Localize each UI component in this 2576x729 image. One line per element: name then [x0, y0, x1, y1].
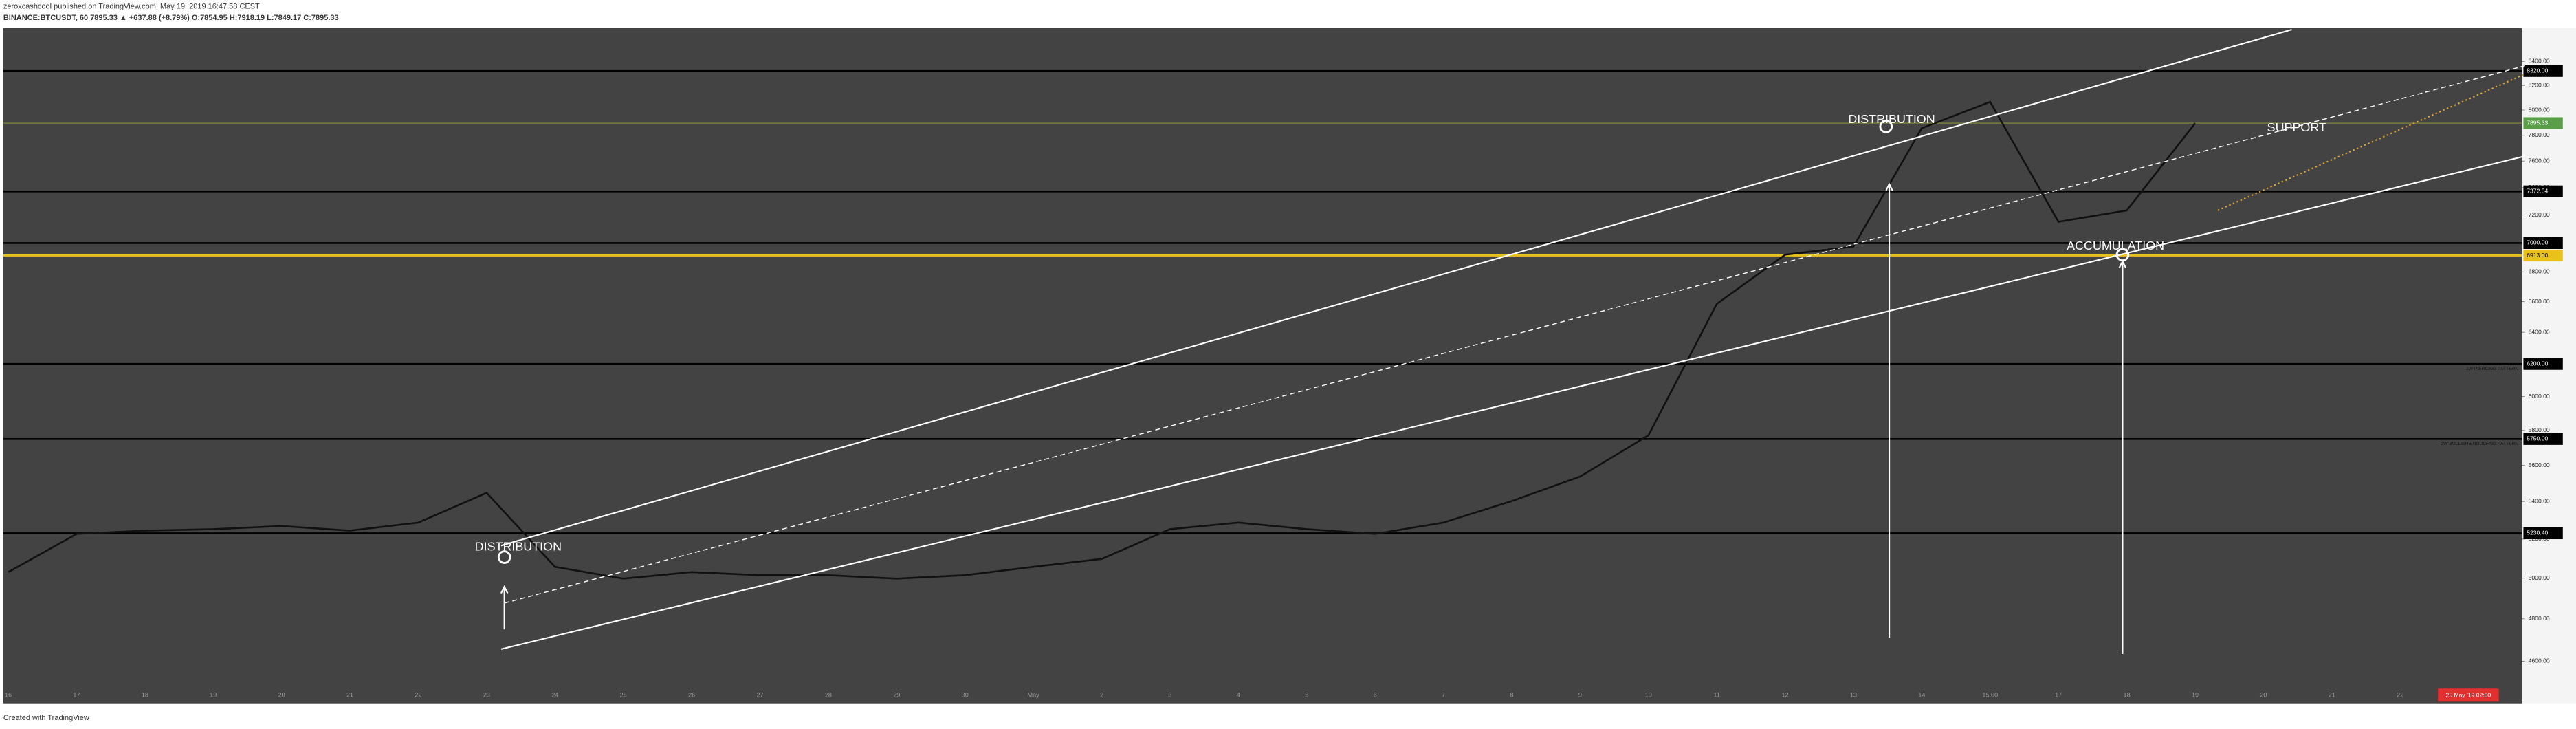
x-tick-label: 11 — [1713, 692, 1719, 699]
x-tick-label: 24 — [551, 692, 558, 699]
x-tick-label: 15:00 — [1982, 692, 1998, 699]
symbol-line: BINANCE:BTCUSDT, 60 7895.33 ▲ +637.88 (+… — [3, 14, 339, 22]
trend-dotted — [2217, 73, 2526, 211]
x-tick-label: 19 — [210, 692, 217, 699]
x-tick-label: 22 — [2397, 692, 2403, 699]
y-tick-label: 6400.00 — [2529, 328, 2550, 335]
annotation: ACCUMULATION — [2067, 239, 2164, 252]
x-tick-label: 19 — [2192, 692, 2199, 699]
x-tick-label: 21 — [346, 692, 353, 699]
channel-lower — [500, 155, 2526, 650]
price-line — [8, 100, 2197, 580]
price-box — [2523, 65, 2563, 77]
x-tick-label: 7 — [1442, 692, 1445, 699]
x-tick-label: 16 — [5, 692, 12, 699]
y-tick-label: 5800.00 — [2529, 426, 2550, 433]
x-tick-label: 10 — [1645, 692, 1652, 699]
y-tick-label: 4600.00 — [2529, 657, 2550, 664]
price-box-label: 7000.00 — [2527, 239, 2548, 246]
marker-circle — [2115, 248, 2130, 262]
author-line: zeroxcashcool published on TradingView.c… — [3, 2, 260, 10]
marker-circle — [1879, 120, 1893, 133]
price-box-label: 7895.33 — [2527, 119, 2548, 126]
plot-area — [3, 28, 2522, 704]
x-tick-label: 27 — [756, 692, 763, 699]
price-box-label: 6200.00 — [2527, 360, 2548, 367]
x-tick-label: 29 — [893, 692, 900, 699]
x-tick-label: 20 — [278, 692, 285, 699]
price-box-label: 6913.00 — [2527, 252, 2548, 259]
x-tick-label: 9 — [1578, 692, 1582, 699]
y-tick-label: 8000.00 — [2529, 106, 2550, 113]
x-tick-label: 12 — [1782, 692, 1789, 699]
price-box-label: 8320.00 — [2527, 67, 2548, 74]
y-tick-label: 4800.00 — [2529, 615, 2550, 622]
x-tick-label: 23 — [483, 692, 490, 699]
y-tick-label: 8400.00 — [2529, 58, 2550, 65]
channel-upper — [500, 28, 2292, 547]
price-box — [2523, 433, 2563, 445]
x-tick-label: May — [1028, 692, 1040, 699]
y-tick-label: 5400.00 — [2529, 497, 2550, 504]
drawings — [497, 28, 2526, 655]
price-box-label: 5230.40 — [2527, 530, 2548, 536]
price-box — [2523, 358, 2563, 370]
y-tick-label: 5600.00 — [2529, 461, 2550, 468]
x-tick-label: 8 — [1510, 692, 1513, 699]
price-box-label: 5750.00 — [2527, 435, 2548, 442]
x-tick-label: 21 — [2329, 692, 2335, 699]
x-tick-label: 30 — [962, 692, 969, 699]
x-tick-label: 26 — [688, 692, 695, 699]
x-tick-label: 5 — [1305, 692, 1308, 699]
price-box — [2523, 117, 2563, 129]
x-tick-label: 22 — [415, 692, 421, 699]
crosshair-label: 25 May '19 02:00 — [2446, 692, 2491, 699]
price-box — [2523, 527, 2563, 540]
x-tick-label: 20 — [2260, 692, 2267, 699]
x-tick-label: 4 — [1237, 692, 1240, 699]
price-box — [2523, 185, 2563, 197]
x-tick-label: 18 — [2124, 692, 2131, 699]
annotation: DISTRIBUTION — [1848, 112, 1935, 126]
price-box-label: 7372.54 — [2527, 188, 2548, 195]
x-tick-label: 14 — [1918, 692, 1925, 699]
arrow-head — [500, 585, 509, 594]
y-tick-label: 7600.00 — [2529, 157, 2550, 164]
y-tick-label: 6000.00 — [2529, 393, 2550, 400]
x-tick-label: 13 — [1850, 692, 1857, 699]
channel-middle — [504, 65, 2526, 604]
annotation: DISTRIBUTION — [475, 539, 562, 553]
x-tick-label: 25 — [620, 692, 627, 699]
x-tick-label: 2 — [1100, 692, 1103, 699]
x-tick-label: 17 — [73, 692, 80, 699]
y-tick-label: 6600.00 — [2529, 298, 2550, 305]
y-tick-label: 6800.00 — [2529, 268, 2550, 275]
x-tick-label: 6 — [1374, 692, 1377, 699]
x-tick-label: 17 — [2055, 692, 2062, 699]
y-tick-label: 7200.00 — [2529, 211, 2550, 218]
marker-circle — [497, 550, 511, 564]
level-note: 2W BULLISH ENGULFING PATTERN — [2441, 442, 2519, 446]
layers: 4600.004800.005000.005200.005400.005600.… — [3, 58, 2563, 699]
y-tick-label: 7800.00 — [2529, 131, 2550, 138]
y-tick-label: 8200.00 — [2529, 81, 2550, 88]
footer: Created with TradingView — [3, 714, 89, 722]
arrow-head — [1885, 182, 1893, 191]
level-note: 1W PIERCING PATTERN — [2466, 367, 2518, 371]
x-tick-label: 28 — [825, 692, 832, 699]
y-tick-label: 5000.00 — [2529, 574, 2550, 581]
price-box — [2523, 237, 2563, 249]
x-tick-label: 3 — [1168, 692, 1171, 699]
crosshair-box — [2438, 688, 2499, 702]
annotation: SUPPORT — [2267, 120, 2326, 134]
x-tick-label: 18 — [142, 692, 148, 699]
price-box — [2523, 249, 2563, 262]
